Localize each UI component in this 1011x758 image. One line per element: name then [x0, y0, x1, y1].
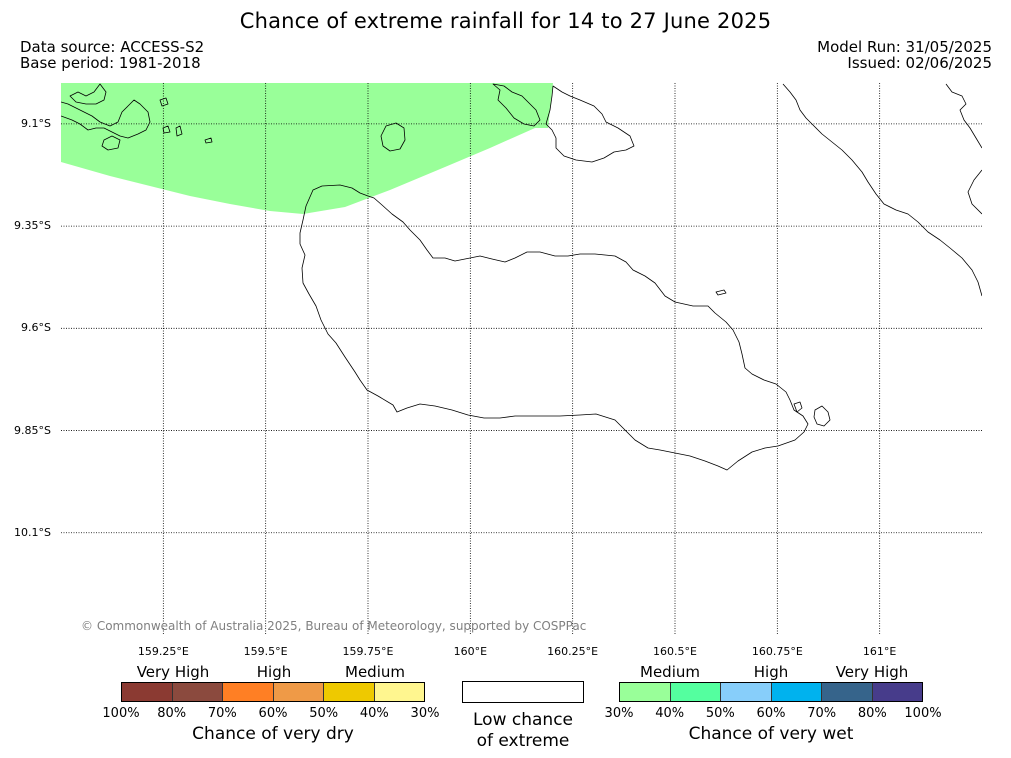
longitude-tick-label: 159.75°E — [342, 645, 394, 658]
wet-group-label: Very High — [835, 663, 909, 681]
dry-group-label: Very High — [136, 663, 210, 681]
dry-percent-tick: 80% — [157, 706, 187, 721]
coastline-islet-small — [715, 289, 727, 296]
latitude-tick-label: 9.1°S — [21, 116, 51, 130]
dry-colorbar-segment — [324, 683, 375, 701]
longitude-tick-label: 160°E — [453, 645, 488, 658]
wet-percent-tick: 80% — [857, 706, 887, 721]
longitude-tick-label: 159.25°E — [137, 645, 189, 658]
latitude-tick-label: 10.1°S — [14, 525, 51, 539]
wet-percent-tick: 70% — [807, 706, 837, 721]
longitude-tick-label: 160.5°E — [653, 645, 697, 658]
wet-percent-tick: 50% — [705, 706, 735, 721]
copyright-notice: © Commonwealth of Australia 2025, Bureau… — [81, 619, 587, 633]
wet-colorbar — [619, 682, 923, 702]
low-caption-line1: Low chance — [473, 710, 573, 730]
coastline-guadalcanal — [299, 184, 809, 471]
wet-colorbar-segment — [620, 683, 671, 701]
metadata-left: Data source: ACCESS-S2 Base period: 1981… — [20, 39, 204, 71]
wet-colorbar-segment — [721, 683, 772, 701]
wet-colorbar-segment — [822, 683, 873, 701]
map-title: Chance of extreme rainfall for 14 to 27 … — [239, 9, 772, 33]
wet-group-label: High — [753, 663, 789, 681]
shaded-region-very-wet — [61, 83, 553, 214]
dry-colorbar-segment — [122, 683, 173, 701]
wet-group-label: Medium — [640, 663, 700, 681]
coastline-islet-se — [813, 405, 831, 427]
low-caption-line2: of extreme — [476, 731, 570, 751]
coastline-islet-nw2 — [159, 97, 169, 107]
dry-percent-tick: 100% — [102, 706, 140, 721]
model-run: Model Run: 31/05/2025 — [817, 38, 992, 56]
dry-colorbar-segment — [223, 683, 274, 701]
wet-colorbar-segment — [872, 683, 922, 701]
wet-colorbar-segment — [670, 683, 721, 701]
wet-colorbar-segment — [771, 683, 822, 701]
dry-caption: Chance of very dry — [192, 724, 354, 744]
coastline-russell-north — [69, 83, 107, 105]
coastline-florida-west — [492, 83, 541, 127]
wet-caption: Chance of very wet — [688, 724, 854, 744]
coastline-islet-nw3 — [175, 125, 183, 137]
coastline-savo — [380, 122, 406, 152]
metadata-right: Model Run: 31/05/2025 Issued: 02/06/2025 — [817, 39, 992, 71]
dry-percent-tick: 30% — [410, 706, 440, 721]
coastline-islet-nw5 — [162, 125, 171, 134]
dry-colorbar-segment — [374, 683, 424, 701]
coastline-malaita-east — [967, 169, 982, 215]
rainfall-map — [61, 83, 982, 635]
dry-colorbar — [121, 682, 425, 702]
wet-percent-tick: 30% — [604, 706, 634, 721]
dry-percent-tick: 40% — [359, 706, 389, 721]
longitude-tick-label: 159.5°E — [243, 645, 288, 658]
coastline-russell-islands — [61, 99, 151, 139]
dry-percent-tick: 60% — [258, 706, 288, 721]
dry-colorbar-segment — [273, 683, 324, 701]
longitude-tick-label: 160.75°E — [751, 645, 803, 658]
data-source: Data source: ACCESS-S2 — [20, 38, 205, 56]
dry-group-label: High — [256, 663, 292, 681]
wet-percent-tick: 60% — [756, 706, 786, 721]
latitude-tick-label: 9.6°S — [21, 321, 51, 335]
coastline-florida-islands — [545, 85, 635, 163]
gridlines — [61, 83, 982, 635]
longitude-tick-label: 160.25°E — [547, 645, 599, 658]
coastline-islet-se2 — [793, 401, 803, 413]
latitude-tick-label: 9.85°S — [14, 423, 51, 437]
dry-percent-tick: 70% — [207, 706, 237, 721]
coastline-islet-nw4 — [204, 137, 213, 144]
longitude-tick-label: 161°E — [862, 645, 897, 658]
base-period: Base period: 1981-2018 — [20, 54, 201, 72]
coastline-malaita-north — [945, 83, 982, 149]
dry-colorbar-segment — [172, 683, 223, 701]
coastline-islet-nw1 — [101, 135, 121, 151]
coastline-malaita — [782, 83, 982, 297]
wet-percent-tick: 100% — [904, 706, 942, 721]
coastlines — [61, 83, 982, 471]
latitude-tick-label: 9.35°S — [14, 219, 51, 233]
wet-percent-tick: 40% — [655, 706, 685, 721]
low-chance-swatch — [462, 681, 584, 703]
low-chance-caption: Low chance of extreme — [452, 710, 594, 752]
dry-group-label: Medium — [345, 663, 405, 681]
issued-date: Issued: 02/06/2025 — [847, 54, 992, 72]
dry-percent-tick: 50% — [309, 706, 339, 721]
